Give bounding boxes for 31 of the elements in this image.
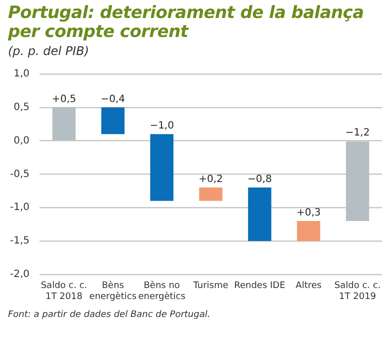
x-tick-label: Bèns energètics (89, 280, 137, 302)
y-tick-label: 1,0 (14, 68, 30, 80)
data-label: −0,4 (100, 94, 126, 105)
x-tick-label: Altres (296, 281, 322, 292)
bar (296, 220, 320, 241)
x-tick-label: Bèns no energètics (138, 280, 186, 302)
x-tick-label: Saldo c. c. 1T 2019 (334, 281, 381, 302)
data-label: +0,3 (296, 208, 321, 219)
bar (101, 107, 125, 134)
x-tick-label: Saldo c. c. 1T 2018 (40, 281, 88, 302)
bar (199, 188, 222, 201)
bar (346, 141, 370, 221)
chart-title: Portugal: deteriorament de la balança per compte corrent (8, 3, 365, 42)
y-tick-label: -0,5 (10, 168, 30, 180)
x-tick-label: Rendes IDE (234, 281, 286, 292)
text: Font: a partir de dades del Banc de Portugal. (8, 310, 212, 320)
data-label: +0,2 (198, 174, 223, 186)
y-tick-label: 0,5 (14, 102, 30, 113)
y-tick-label: -1,5 (10, 236, 30, 247)
x-tick-label: Turisme (192, 281, 229, 292)
bar (52, 107, 76, 140)
y-tick-label: 0,0 (14, 135, 30, 146)
data-label: −1,0 (150, 120, 174, 132)
y-tick-label: -1,0 (10, 202, 30, 214)
data-label: −0,8 (248, 174, 272, 186)
chart-subtitle: (p. p. del PIB) (8, 44, 90, 58)
data-label: −1,2 (345, 127, 370, 138)
y-tick-label: -2,0 (10, 268, 30, 280)
bar (150, 134, 174, 201)
bar (248, 188, 272, 241)
data-label: +0,5 (52, 94, 76, 105)
